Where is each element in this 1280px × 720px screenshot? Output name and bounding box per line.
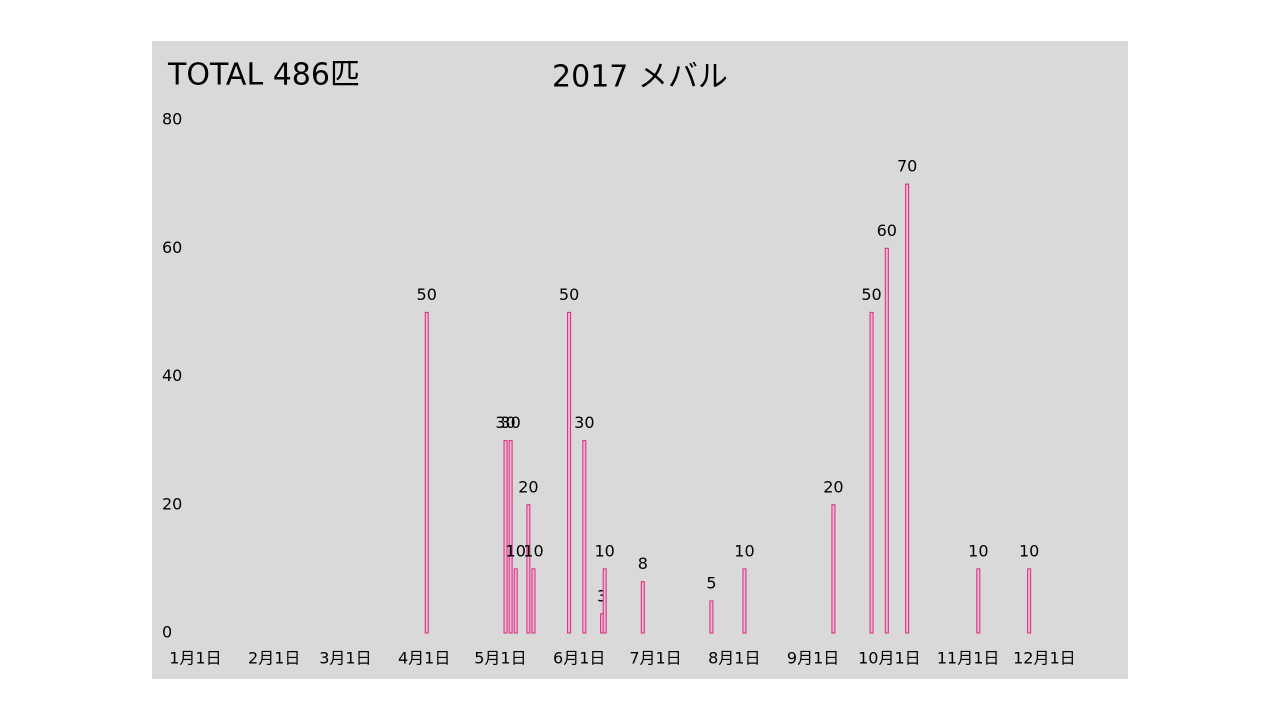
value-label: 50: [861, 285, 881, 304]
value-label: 20: [823, 477, 843, 496]
x-tick-label: 12月1日: [1013, 649, 1076, 668]
x-tick-label: 9月1日: [787, 649, 839, 668]
x-tick-label: 11月1日: [937, 649, 1000, 668]
bar: [709, 600, 714, 634]
bar: [640, 581, 645, 634]
bar: [526, 504, 531, 634]
bar: [503, 440, 508, 634]
value-label: 10: [1019, 541, 1039, 560]
bar: [602, 568, 607, 634]
bar: [508, 440, 513, 634]
bar: [831, 504, 836, 634]
bar: [976, 568, 981, 634]
x-tick-label: 1月1日: [169, 649, 221, 668]
bar: [869, 311, 874, 634]
bar: [531, 568, 536, 634]
y-tick-label: 0: [162, 623, 172, 642]
value-label: 10: [594, 541, 614, 560]
x-tick-label: 3月1日: [319, 649, 371, 668]
bar: [905, 183, 910, 634]
value-label: 10: [523, 541, 543, 560]
x-tick-label: 4月1日: [398, 649, 450, 668]
chart-title: 2017 メバル: [552, 60, 728, 95]
bar: [884, 247, 889, 634]
bar: [742, 568, 747, 634]
x-tick-label: 7月1日: [629, 649, 681, 668]
value-label: 30: [574, 413, 594, 432]
value-label: 5: [706, 573, 716, 592]
value-label: 50: [559, 285, 579, 304]
y-tick-label: 60: [162, 238, 182, 257]
chart-background: [152, 41, 1128, 679]
x-tick-label: 6月1日: [553, 649, 605, 668]
value-label: 30: [500, 413, 520, 432]
bar: [1027, 568, 1032, 634]
value-label: 10: [734, 541, 754, 560]
x-tick-label: 5月1日: [474, 649, 526, 668]
x-tick-label: 8月1日: [708, 649, 760, 668]
x-tick-label: 10月1日: [858, 649, 921, 668]
x-tick-label: 2月1日: [248, 649, 300, 668]
bar: [424, 311, 429, 634]
value-label: 8: [638, 554, 648, 573]
y-tick-label: 80: [162, 110, 182, 129]
value-label: 3: [597, 586, 607, 605]
value-label: 10: [506, 541, 526, 560]
value-label: 20: [518, 477, 538, 496]
value-label: 10: [968, 541, 988, 560]
value-label: 70: [897, 157, 917, 176]
y-tick-label: 20: [162, 494, 182, 513]
total-annotation: TOTAL 486匹: [167, 58, 360, 93]
value-label: 30: [495, 413, 515, 432]
value-label: 50: [417, 285, 437, 304]
y-tick-label: 40: [162, 366, 182, 385]
bar: [567, 311, 572, 634]
bar: [582, 440, 587, 634]
bar: [513, 568, 518, 634]
value-label: 60: [877, 221, 897, 240]
